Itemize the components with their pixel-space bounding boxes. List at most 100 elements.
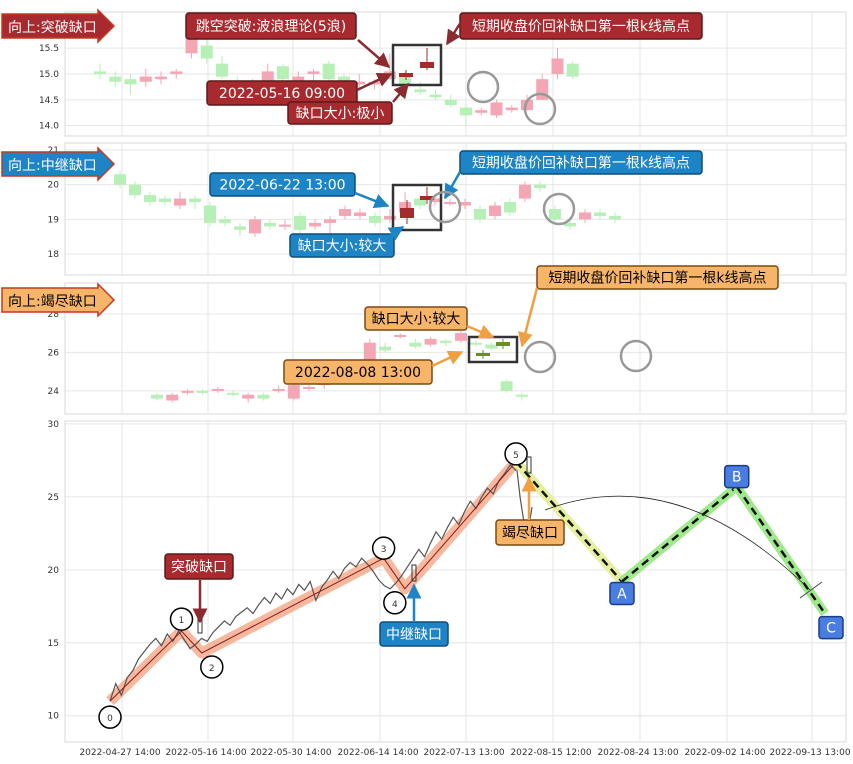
y-tick-label: 30: [48, 420, 60, 430]
breakaway-gap-label-box: [164, 553, 234, 580]
down-candle: [474, 209, 486, 220]
y-tick-label: 14.0: [39, 122, 59, 132]
wave-panel-frame: [64, 420, 847, 743]
gap-highlight-box: [391, 183, 443, 232]
down-candle: [414, 89, 427, 93]
down-candle: [429, 94, 442, 98]
up-candle: [292, 76, 305, 82]
gap-time-annotation-box: [209, 172, 356, 197]
projection-node: [609, 581, 635, 606]
up-candle: [455, 333, 467, 341]
down-candle: [94, 71, 106, 74]
annotation-arrow: [387, 225, 405, 241]
x-tick-label: 2022-06-14 14:00: [337, 748, 418, 758]
x-tick-label: 2022-05-30 14:00: [250, 748, 331, 758]
up-candle: [424, 338, 437, 345]
up-candle: [303, 387, 315, 390]
fill-circle-marker: [542, 192, 576, 226]
up-candle: [353, 81, 366, 85]
gap-size-annotation-box: [289, 233, 395, 258]
y-tick-label: 15: [48, 639, 59, 649]
gap-marker: [411, 564, 417, 582]
panel-header-arrow-2: [1, 146, 116, 182]
up-candle: [181, 390, 194, 393]
gap-time-annotation: 2022-05-16 09:00: [219, 86, 345, 102]
up-candle: [489, 205, 501, 216]
down-candle: [515, 394, 528, 397]
down-candle: [204, 205, 216, 223]
up-candle: [475, 110, 488, 113]
up-candle: [384, 215, 396, 220]
panel-header-arrow-3: [1, 282, 116, 318]
up-candle: [505, 107, 518, 111]
down-candle: [257, 394, 270, 399]
down-candle: [219, 219, 231, 223]
annotation-arrow: [466, 324, 495, 339]
projection-label: B: [732, 470, 742, 486]
up-candle: [429, 198, 441, 203]
up-candle: [155, 76, 167, 80]
up-candle: [307, 71, 320, 74]
up-candle: [272, 388, 285, 391]
wave-label: 1: [179, 616, 185, 626]
y-tick-label: 19: [48, 215, 60, 225]
down-candle: [444, 99, 457, 105]
down-candle: [379, 346, 391, 351]
annotation-arrow: [356, 72, 393, 92]
y-tick-label: 24: [48, 387, 60, 397]
y-tick-label: 25: [48, 493, 59, 503]
gap-size-annotation-box: [287, 101, 393, 125]
projection-node: [818, 615, 844, 640]
y-tick-label: 15.5: [39, 44, 59, 54]
wave-label: 3: [381, 545, 387, 555]
panel-header-label: 向上:突破缺口: [8, 20, 97, 36]
wave-node-2: [200, 655, 224, 679]
gap-time-annotation-box: [206, 80, 358, 106]
down-candle: [594, 212, 606, 216]
down-candle: [504, 202, 516, 213]
down-candle: [439, 340, 452, 343]
fill-circle-marker: [523, 92, 557, 126]
runaway-gap-label-box: [379, 621, 449, 647]
y-tick-label: 20: [48, 566, 60, 576]
down-candle: [609, 215, 621, 220]
breakaway-gap-label: 突破缺口: [171, 560, 227, 576]
down-candle: [216, 63, 228, 77]
x-tick-label: 2022-09-02 14:00: [684, 748, 765, 758]
fill-annotation-box: [459, 12, 703, 40]
wave-label: 2: [209, 664, 215, 674]
down-candle: [338, 76, 350, 82]
fill-annotation: 短期收盘价回补缺口第一根k线高点: [548, 270, 766, 287]
projection-label: A: [617, 587, 627, 603]
up-candle: [174, 198, 186, 206]
panel-header-arrow-1: [1, 8, 116, 44]
up-candle: [551, 58, 564, 74]
projection-node: [723, 464, 750, 489]
y-tick-label: 20: [48, 181, 60, 191]
wave-label: 4: [392, 600, 398, 610]
fill-annotation-box: [459, 150, 703, 175]
projection-dashed-line: [621, 485, 738, 583]
gap-highlight-box: [391, 43, 443, 87]
up-candle: [394, 335, 407, 338]
fill-annotation: 短期收盘价回补缺口第一根k线高点: [472, 155, 690, 172]
up-candle: [166, 394, 179, 401]
up-candle: [579, 212, 591, 220]
down-candle: [277, 66, 289, 80]
fill-circle-marker: [523, 340, 557, 374]
down-candle: [114, 174, 126, 185]
projection-arc: [544, 495, 811, 591]
fill-annotation-box: [536, 265, 779, 290]
down-candle: [399, 74, 411, 85]
x-tick-label: 2022-05-16 14:00: [165, 748, 246, 758]
breakaway-annotation-box: [185, 12, 357, 40]
fill-circle-marker: [619, 339, 653, 373]
y-tick-label: 14.5: [39, 96, 59, 106]
up-candle: [459, 202, 471, 206]
down-candle: [414, 198, 426, 206]
gap-marker: [526, 456, 532, 474]
y-tick-label: 10: [48, 712, 60, 722]
up-candle: [139, 76, 152, 82]
annotation-arrow: [445, 21, 463, 46]
price-line: [109, 463, 517, 702]
